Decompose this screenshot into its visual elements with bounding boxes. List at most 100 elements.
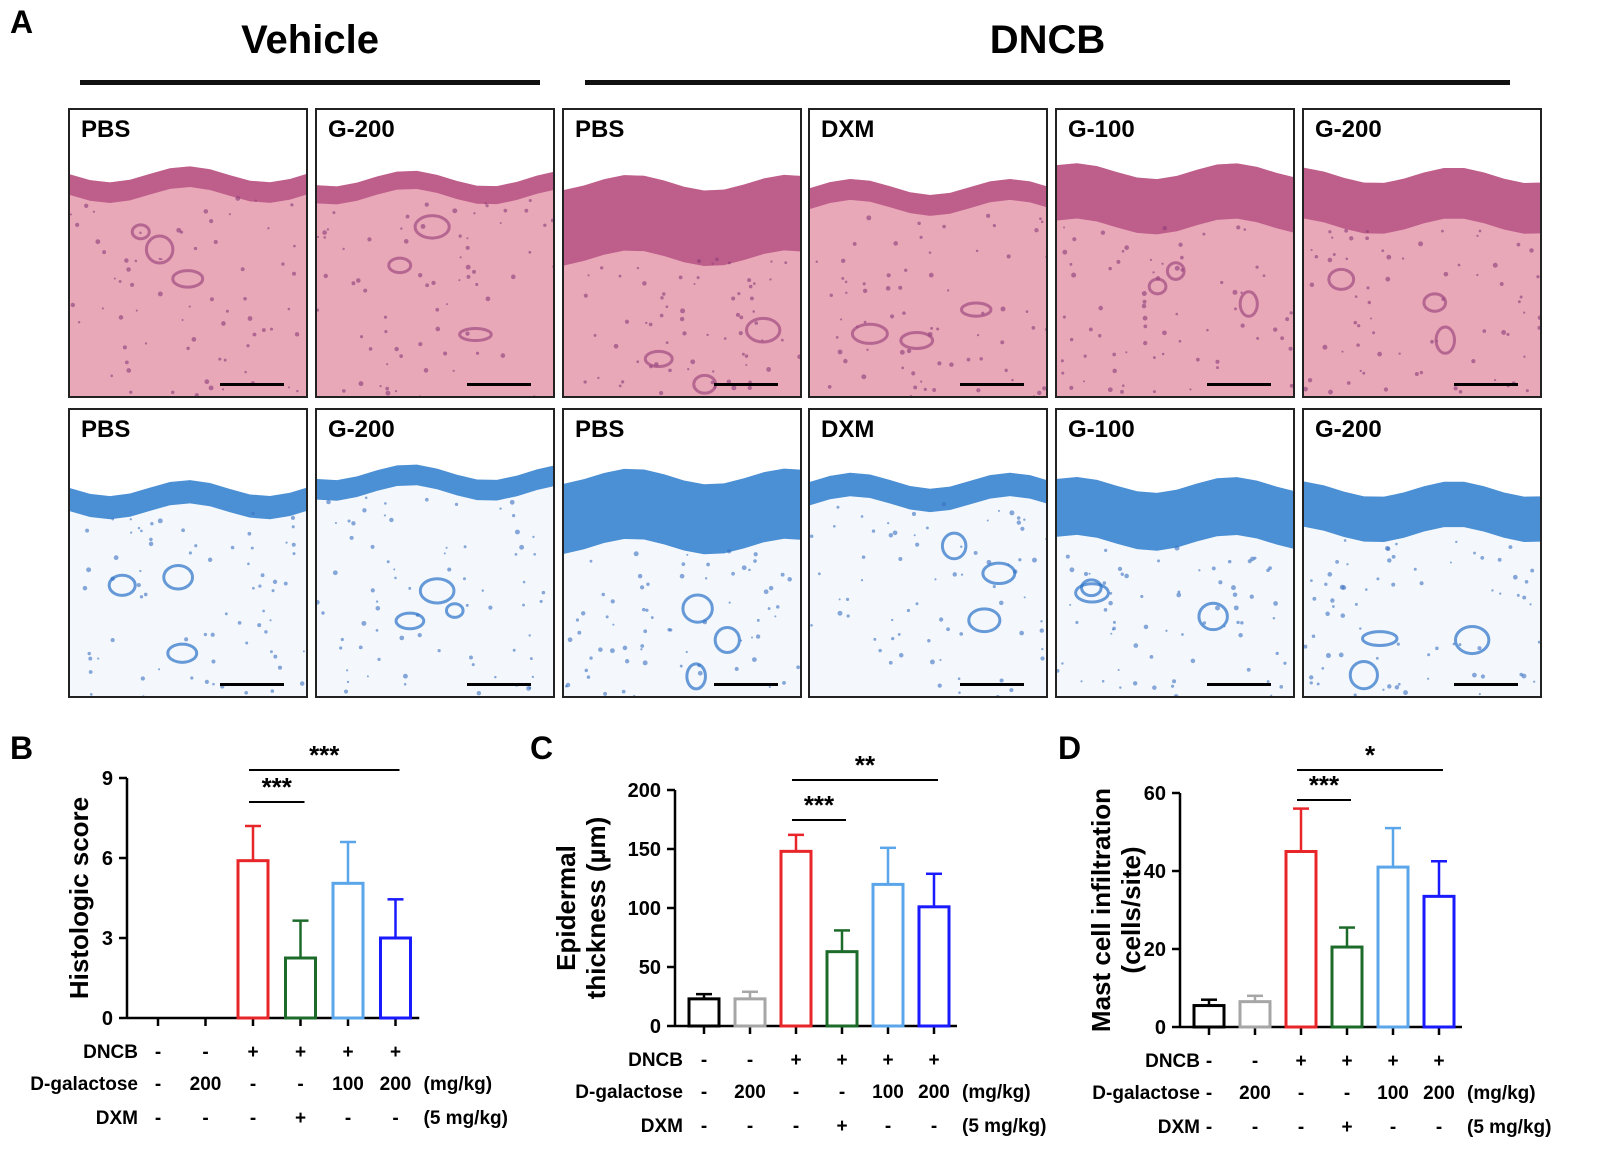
treatment-cell: + <box>882 1050 893 1071</box>
y-tick-label: 3 <box>102 928 113 950</box>
significance-stars-2: *** <box>309 740 340 770</box>
micrograph-label: DXM <box>817 416 879 444</box>
dncb-rule <box>585 80 1510 85</box>
treatment-cell: 100 <box>332 1074 364 1095</box>
treatment-cell: - <box>202 1108 208 1129</box>
y-tick-label: 0 <box>1155 1017 1166 1039</box>
y-tick-label: 6 <box>102 848 113 870</box>
treatment-cell: + <box>295 1042 306 1063</box>
row-label-d-galactose: D-galactose <box>30 1074 138 1095</box>
micrograph-image <box>70 410 306 696</box>
treatment-cell: - <box>1252 1117 1258 1138</box>
scale-bar <box>714 383 778 386</box>
panel-d-letter: D <box>1058 730 1082 766</box>
treatment-cell: - <box>1252 1051 1258 1072</box>
treatment-cell: + <box>928 1050 939 1071</box>
treatment-cell: 200 <box>734 1082 766 1103</box>
treatment-cell: + <box>1341 1117 1352 1138</box>
micrograph-label: G-200 <box>1311 416 1386 444</box>
toluidine-micrograph-3: PBS <box>562 408 802 698</box>
bar-5 <box>331 881 365 1020</box>
bar-6 <box>1422 894 1456 1029</box>
micrograph-image <box>1304 410 1540 696</box>
treatment-cell: + <box>790 1050 801 1071</box>
y-tick-label: 20 <box>1144 939 1166 961</box>
treatment-cell: - <box>839 1082 845 1103</box>
treatment-cell: + <box>295 1108 306 1129</box>
he-micrograph-3: PBS <box>562 108 802 398</box>
bar-3 <box>779 849 813 1028</box>
y-tick-label: 200 <box>628 780 661 802</box>
scale-bar <box>1454 383 1518 386</box>
he-micrograph-6: G-200 <box>1302 108 1542 398</box>
treatment-cell: - <box>155 1074 161 1095</box>
treatment-cell: - <box>885 1116 891 1137</box>
treatment-cell: - <box>297 1074 303 1095</box>
treatment-cell: - <box>747 1050 753 1071</box>
treatment-cell: - <box>250 1074 256 1095</box>
treatment-cell: 100 <box>1377 1083 1409 1104</box>
dncb-title: DNCB <box>989 18 1106 62</box>
micrograph-image <box>1057 410 1293 696</box>
scale-bar <box>1454 683 1518 686</box>
scale-bar <box>960 383 1024 386</box>
treatment-cell: - <box>793 1116 799 1137</box>
treatment-cell: - <box>155 1108 161 1129</box>
bar-1 <box>1192 1004 1226 1029</box>
treatment-cell: - <box>345 1108 351 1129</box>
micrograph-label: G-100 <box>1064 416 1139 444</box>
row-unit: (mg/kg) <box>1467 1083 1536 1104</box>
treatment-cell: + <box>1341 1051 1352 1072</box>
micrograph-label: PBS <box>571 416 629 444</box>
treatment-cell: - <box>1298 1083 1304 1104</box>
y-tick-label: 40 <box>1144 861 1166 883</box>
treatment-cell: - <box>1436 1117 1442 1138</box>
bar-2 <box>1238 1000 1272 1029</box>
micrograph-image <box>317 410 553 696</box>
treatment-cell: - <box>1206 1117 1212 1138</box>
treatment-cell: 200 <box>1239 1083 1271 1104</box>
treatment-cell: + <box>1387 1051 1398 1072</box>
bar-2 <box>733 997 767 1028</box>
treatment-cell: - <box>793 1082 799 1103</box>
toluidine-micrograph-2: G-200 <box>315 408 555 698</box>
treatment-cell: - <box>1298 1117 1304 1138</box>
treatment-cell: + <box>836 1116 847 1137</box>
significance-stars-2: * <box>1365 740 1376 770</box>
micrograph-image <box>70 110 306 396</box>
toluidine-micrograph-4: DXM <box>808 408 1048 698</box>
row-label-dncb: DNCB <box>628 1050 683 1071</box>
scale-bar <box>467 383 531 386</box>
micrograph-image <box>564 110 800 396</box>
he-micrograph-2: G-200 <box>315 108 555 398</box>
panel-a-letter: A <box>10 4 34 40</box>
scale-bar <box>220 683 284 686</box>
y-axis-label-line2: thickness (µm) <box>581 817 611 1000</box>
micrograph-label: G-200 <box>324 116 399 144</box>
toluidine-micrograph-6: G-200 <box>1302 408 1542 698</box>
bar-5 <box>1376 865 1410 1029</box>
treatment-cell: + <box>390 1042 401 1063</box>
bar-4 <box>284 956 317 1020</box>
treatment-cell: - <box>250 1108 256 1129</box>
row-unit: (mg/kg) <box>962 1082 1031 1103</box>
row-label-d-galactose: D-galactose <box>575 1082 683 1103</box>
row-unit: (mg/kg) <box>424 1074 493 1095</box>
bar-3 <box>236 859 270 1020</box>
treatment-cell: + <box>247 1042 258 1063</box>
micrograph-image <box>1304 110 1540 396</box>
micrograph-label: DXM <box>817 116 879 144</box>
scale-bar <box>714 683 778 686</box>
treatment-cell: 200 <box>918 1082 950 1103</box>
treatment-cell: - <box>202 1042 208 1063</box>
panel-b-letter: B <box>10 730 34 766</box>
micrograph-image <box>564 410 800 696</box>
he-micrograph-5: G-100 <box>1055 108 1295 398</box>
treatment-cell: 200 <box>380 1074 412 1095</box>
y-tick-label: 100 <box>628 898 661 920</box>
bar-6 <box>379 936 412 1020</box>
scale-bar <box>467 683 531 686</box>
micrograph-label: G-100 <box>1064 116 1139 144</box>
scale-bar <box>220 383 284 386</box>
